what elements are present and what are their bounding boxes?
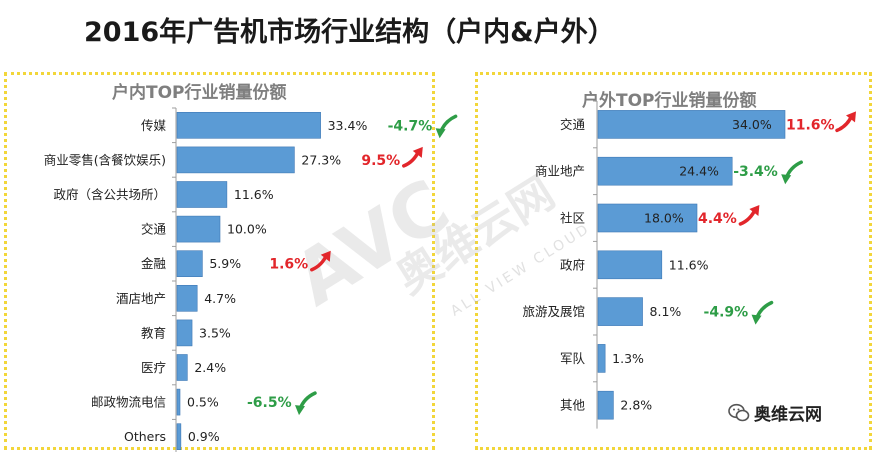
- indoor-bar: [176, 250, 203, 277]
- outdoor-change-label: 4.4%: [698, 211, 737, 227]
- indoor-category-label: 金融: [141, 256, 167, 271]
- outdoor-up-arrowhead-icon: [846, 111, 856, 123]
- outdoor-down-arrowhead-icon: [781, 174, 792, 185]
- indoor-value-label: 4.7%: [204, 291, 236, 306]
- outdoor-bar: [597, 344, 606, 373]
- page-title: 2016年广告机市场行业结构（户内&户外）: [84, 17, 615, 48]
- brand-logo: 奥维云网: [728, 400, 822, 425]
- indoor-category-label: 商业零售(含餐饮娱乐): [44, 152, 166, 167]
- logo-text: 奥维云网: [754, 405, 822, 425]
- indoor-change-label: 9.5%: [361, 153, 400, 169]
- outdoor-change-label: 11.6%: [786, 117, 835, 133]
- indoor-up-arrowhead-icon: [412, 146, 423, 158]
- outdoor-value-label: 11.6%: [669, 257, 709, 272]
- outdoor-value-label: 1.3%: [612, 351, 644, 366]
- indoor-category-label: 交通: [141, 222, 167, 237]
- outdoor-value-label: 2.8%: [620, 398, 652, 413]
- outdoor-value-label: 34.0%: [732, 117, 772, 132]
- outdoor-value-label: 24.4%: [679, 164, 719, 179]
- indoor-category-label: 医疗: [141, 360, 166, 375]
- indoor-bar: [176, 284, 198, 312]
- indoor-category-label: 政府（含公共场所）: [53, 187, 166, 202]
- indoor-value-label: 0.9%: [188, 429, 220, 444]
- indoor-down-arrowhead-icon: [435, 128, 446, 139]
- indoor-bar: [176, 181, 228, 208]
- indoor-value-label: 3.5%: [199, 325, 231, 340]
- indoor-bar: [176, 423, 182, 451]
- indoor-down-arrowhead-icon: [295, 405, 305, 416]
- indoor-value-label: 2.4%: [194, 360, 226, 375]
- outdoor-category-label: 交通: [560, 117, 586, 132]
- indoor-value-label: 27.3%: [301, 152, 341, 167]
- indoor-bar: [176, 146, 295, 174]
- indoor-category-label: Others: [124, 429, 166, 444]
- outdoor-bar: [597, 110, 786, 139]
- indoor-bar: [176, 319, 193, 347]
- outdoor-bar: [597, 250, 663, 280]
- indoor-up-arrowhead-icon: [320, 250, 331, 262]
- outdoor-value-label: 8.1%: [650, 304, 682, 319]
- indoor-chart-title: 户内TOP行业销量份额: [112, 83, 287, 103]
- outdoor-down-arrowhead-icon: [751, 314, 762, 325]
- indoor-change-label: 1.6%: [269, 257, 308, 273]
- indoor-change-label: -6.5%: [247, 395, 292, 411]
- outdoor-up-arrowhead-icon: [749, 205, 760, 216]
- indoor-value-label: 11.6%: [234, 187, 274, 202]
- indoor-change-label: -4.7%: [388, 118, 433, 134]
- outdoor-bar: [597, 297, 643, 326]
- indoor-value-label: 33.4%: [328, 118, 368, 133]
- indoor-bar: [176, 112, 321, 139]
- indoor-value-label: 10.0%: [227, 222, 267, 237]
- indoor-value-label: 5.9%: [209, 256, 241, 271]
- outdoor-chart-title: 户外TOP行业销量份额: [582, 91, 757, 111]
- indoor-category-label: 传媒: [141, 118, 167, 133]
- wechat-icon: [728, 403, 750, 421]
- indoor-category-label: 邮政物流电信: [91, 395, 166, 410]
- outdoor-value-label: 18.0%: [644, 211, 684, 226]
- outdoor-category-label: 旅游及展馆: [522, 304, 585, 319]
- outdoor-change-label: -4.9%: [704, 305, 749, 321]
- outdoor-change-label: -3.4%: [733, 164, 778, 180]
- indoor-bar: [176, 215, 221, 243]
- outdoor-bar: [597, 156, 733, 186]
- outdoor-category-label: 商业地产: [535, 164, 585, 179]
- outdoor-category-label: 军队: [560, 351, 586, 366]
- outdoor-category-label: 社区: [560, 211, 585, 226]
- outdoor-category-label: 政府: [560, 257, 585, 272]
- indoor-category-label: 酒店地产: [116, 291, 166, 306]
- outdoor-category-label: 其他: [560, 398, 586, 413]
- indoor-bar: [176, 354, 188, 381]
- outdoor-bar: [597, 390, 614, 420]
- indoor-value-label: 0.5%: [187, 395, 219, 410]
- indoor-category-label: 教育: [141, 325, 166, 340]
- indoor-bar: [176, 388, 181, 416]
- outdoor-bar: [597, 203, 698, 233]
